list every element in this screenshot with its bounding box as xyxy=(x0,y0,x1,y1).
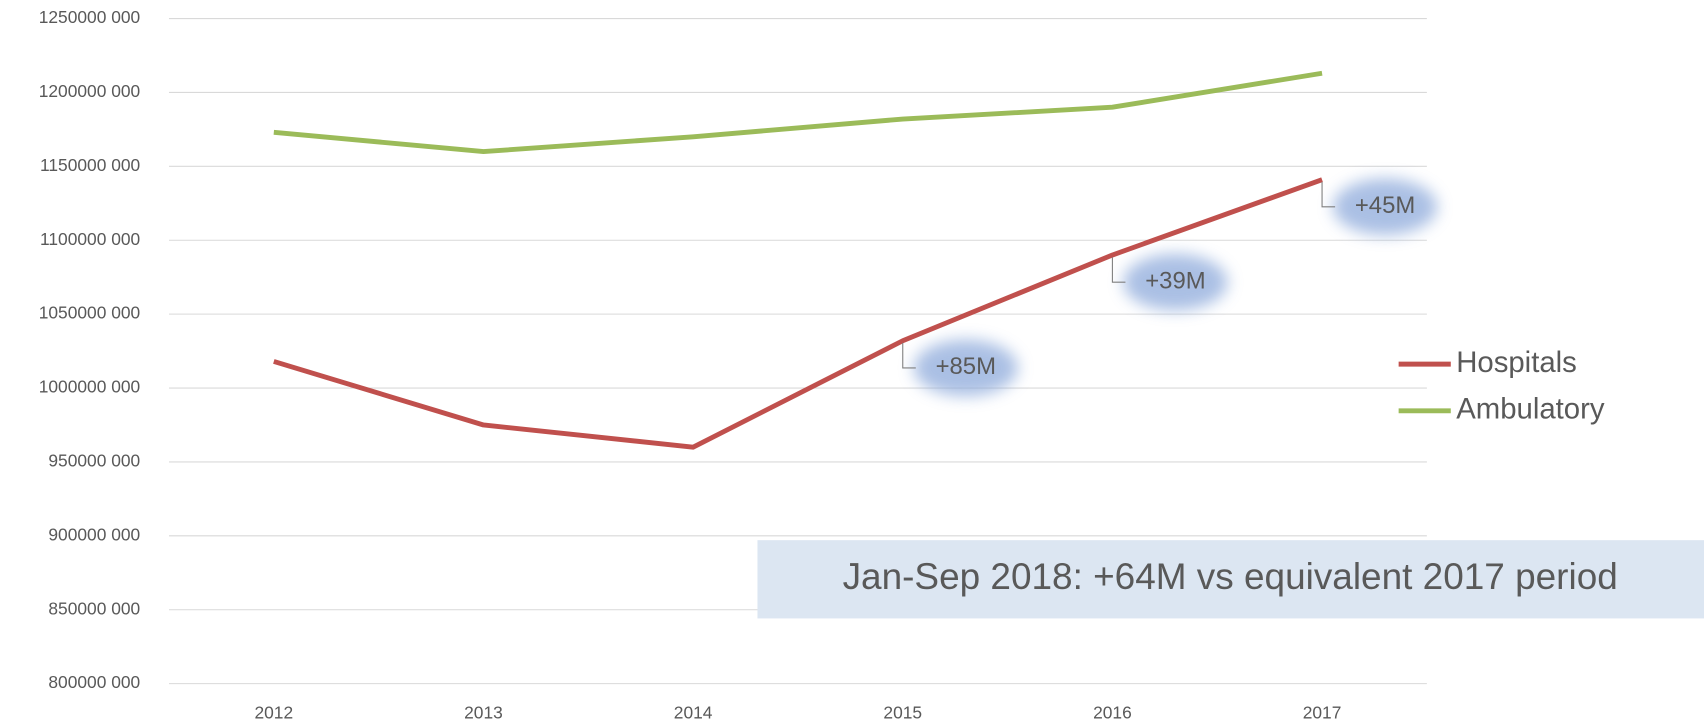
annotation-leader xyxy=(1111,257,1126,283)
series-line xyxy=(273,177,1323,450)
x-tick-label: 2013 xyxy=(464,703,503,723)
x-tick-label: 2014 xyxy=(674,703,713,723)
annotation-label: +45M xyxy=(1355,192,1415,219)
x-tick-label: 2015 xyxy=(883,703,922,723)
series-line xyxy=(273,70,1323,155)
x-tick-label: 2016 xyxy=(1093,703,1132,723)
x-tick-label: 2012 xyxy=(254,703,293,723)
y-tick-label: 800000 000 xyxy=(48,672,140,692)
y-tick-label: 1000000 000 xyxy=(39,377,140,397)
y-tick-label: 1050000 000 xyxy=(39,303,140,323)
annotation-leader xyxy=(902,342,916,369)
y-tick-label: 1200000 000 xyxy=(39,81,140,101)
annotation-label: +85M xyxy=(936,353,996,380)
y-tick-label: 1250000 000 xyxy=(39,7,140,27)
y-tick-label: 850000 000 xyxy=(48,598,140,618)
annotation-box xyxy=(757,540,1704,619)
annotation-leader xyxy=(1321,181,1336,208)
annotation-glow xyxy=(1123,253,1228,311)
annotation-glow xyxy=(913,339,1018,397)
annotation-text: Jan-Sep 2018: +64M vs equivalent 2017 pe… xyxy=(843,556,1618,597)
y-tick-label: 1100000 000 xyxy=(40,229,140,249)
x-tick-label: 2017 xyxy=(1303,703,1342,723)
y-tick-label: 900000 000 xyxy=(48,524,140,544)
legend-label: Hospitals xyxy=(1456,346,1577,379)
legend-label: Ambulatory xyxy=(1456,393,1605,426)
annotation-label: +39M xyxy=(1145,268,1205,295)
annotation-glow xyxy=(1332,178,1438,236)
y-tick-label: 1150000 000 xyxy=(40,155,140,175)
y-tick-label: 950000 000 xyxy=(48,451,140,471)
